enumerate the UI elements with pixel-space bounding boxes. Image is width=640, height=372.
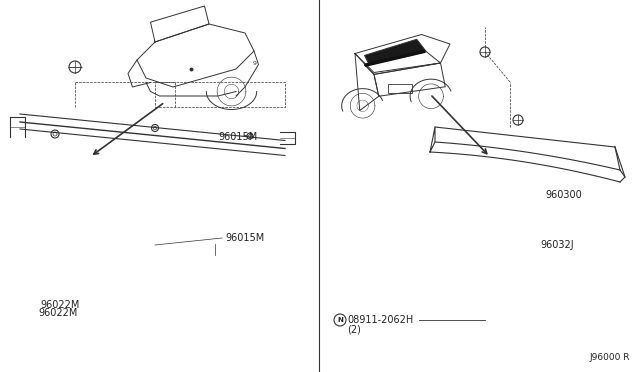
Text: J96000 R: J96000 R bbox=[589, 353, 630, 362]
Text: 96015M: 96015M bbox=[225, 233, 264, 243]
Text: 96022M: 96022M bbox=[38, 308, 77, 318]
Polygon shape bbox=[365, 39, 426, 65]
Text: 08911-2062H: 08911-2062H bbox=[347, 315, 413, 325]
Text: 96015M: 96015M bbox=[218, 132, 257, 142]
Bar bbox=[388, 84, 412, 93]
Text: N: N bbox=[337, 317, 343, 323]
Text: 96022M: 96022M bbox=[40, 300, 80, 310]
Text: 960300: 960300 bbox=[545, 190, 582, 200]
Text: (2): (2) bbox=[347, 325, 361, 335]
Text: 96032J: 96032J bbox=[540, 240, 573, 250]
Text: 9: 9 bbox=[252, 61, 256, 65]
